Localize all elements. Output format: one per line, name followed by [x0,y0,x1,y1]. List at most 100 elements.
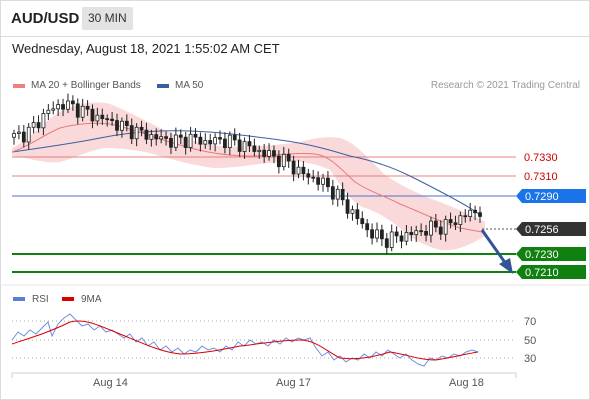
candle-body [193,133,198,138]
candle-body [247,141,252,147]
candle-body [291,160,296,175]
candle-body [468,209,473,217]
candle-body [262,149,267,157]
rsi-swatch-icon [13,297,25,301]
candle-body [316,177,321,185]
rsi-tick-50: 50 [524,335,536,347]
level-label-last: 0.7256 [525,224,559,236]
candle-body [438,226,443,235]
candle-body [335,188,340,200]
level-label-pivot: 0.7290 [525,191,559,203]
candle-body [330,186,335,200]
candle-body [306,173,311,178]
candle-body [149,134,154,140]
candle-body [478,212,482,217]
legend-ma50: MA 50 [157,80,203,91]
candle-body [414,230,419,236]
candle-body [198,136,203,145]
candle-body [448,219,453,224]
bollinger-band [12,102,485,251]
candle-body [384,238,389,248]
rsi-ma-swatch-icon [62,297,74,301]
rsi-tick-70: 70 [524,316,536,328]
support2-tag [516,265,586,279]
ma50-swatch-icon [157,83,169,88]
candle-body [61,104,65,110]
ma50-label: MA 50 [175,80,204,91]
candle-body [345,199,350,214]
candle-body [443,219,448,235]
candle-body [95,114,100,122]
candle-body [223,138,227,149]
candle-body [365,223,370,231]
candle-body [90,108,95,122]
candle-body [409,232,414,236]
candle-body [281,153,286,168]
header-divider [0,36,590,37]
x-label-aug17: Aug 17 [276,377,311,389]
candle-body [453,222,458,225]
level-label-r1: 0.7310 [524,171,558,183]
candle-body [46,109,51,114]
candle-body [326,177,330,188]
candle-body [31,122,36,128]
candle-body [232,134,237,141]
candle-body [70,100,75,105]
candle-body [17,131,21,134]
candle-body [429,220,433,236]
candle-body [463,215,468,218]
last-price-tag [516,222,586,236]
projection-arrow-icon [499,258,513,274]
candle-body [105,118,110,121]
candle-body [169,138,173,148]
candle-body [237,139,242,152]
candle-body [272,150,276,157]
header: AUD/USD 30 MIN [0,0,590,36]
candle-body [458,215,463,225]
candle-body [404,232,409,242]
legend-ma20: MA 20 + Bollinger Bands [13,80,141,91]
rsi-ma-legend-label: 9MA [81,294,102,305]
candle-body [144,129,149,140]
candle-body [286,153,291,162]
level-label-s1: 0.7230 [525,249,559,261]
candle-body [311,176,316,179]
candle-body [66,100,70,110]
candle-body [419,230,424,233]
candle-body [56,104,61,110]
projection-arrow-line [480,229,508,265]
candle-body [12,133,16,138]
level-label-r2: 0.7330 [524,152,558,164]
candle-body [350,209,355,214]
timeframe-badge[interactable]: 30 MIN [82,7,133,30]
candle-body [218,137,222,140]
support1-tag [516,247,586,261]
candle-body [252,145,257,152]
pivot-tag [516,189,586,203]
candle-body [26,126,31,143]
datetime-text: Wednesday, August 18, 2021 1:55:02 AM CE… [12,41,280,56]
candle-body [173,134,178,148]
candle-body [394,231,399,237]
pair-title: AUD/USD [11,10,80,27]
candle-body [355,209,360,220]
candle-body [41,113,46,129]
candle-body [124,120,129,127]
candle-body [473,209,477,214]
candle-body [360,218,365,225]
candle-body [340,188,345,201]
candle-body [399,235,404,242]
rsi-tick-30: 30 [524,353,536,365]
candle-body [85,105,90,110]
ma20-line [11,122,483,233]
x-label-aug14: Aug 14 [93,377,128,389]
candle-body [433,220,438,228]
candle-body [51,108,56,111]
candle-body [100,114,105,120]
candle-body [154,134,159,140]
candle-body [110,118,115,121]
candle-body [321,177,325,185]
candle-body [276,155,281,168]
candle-body [75,103,80,118]
candle-body [183,136,188,148]
